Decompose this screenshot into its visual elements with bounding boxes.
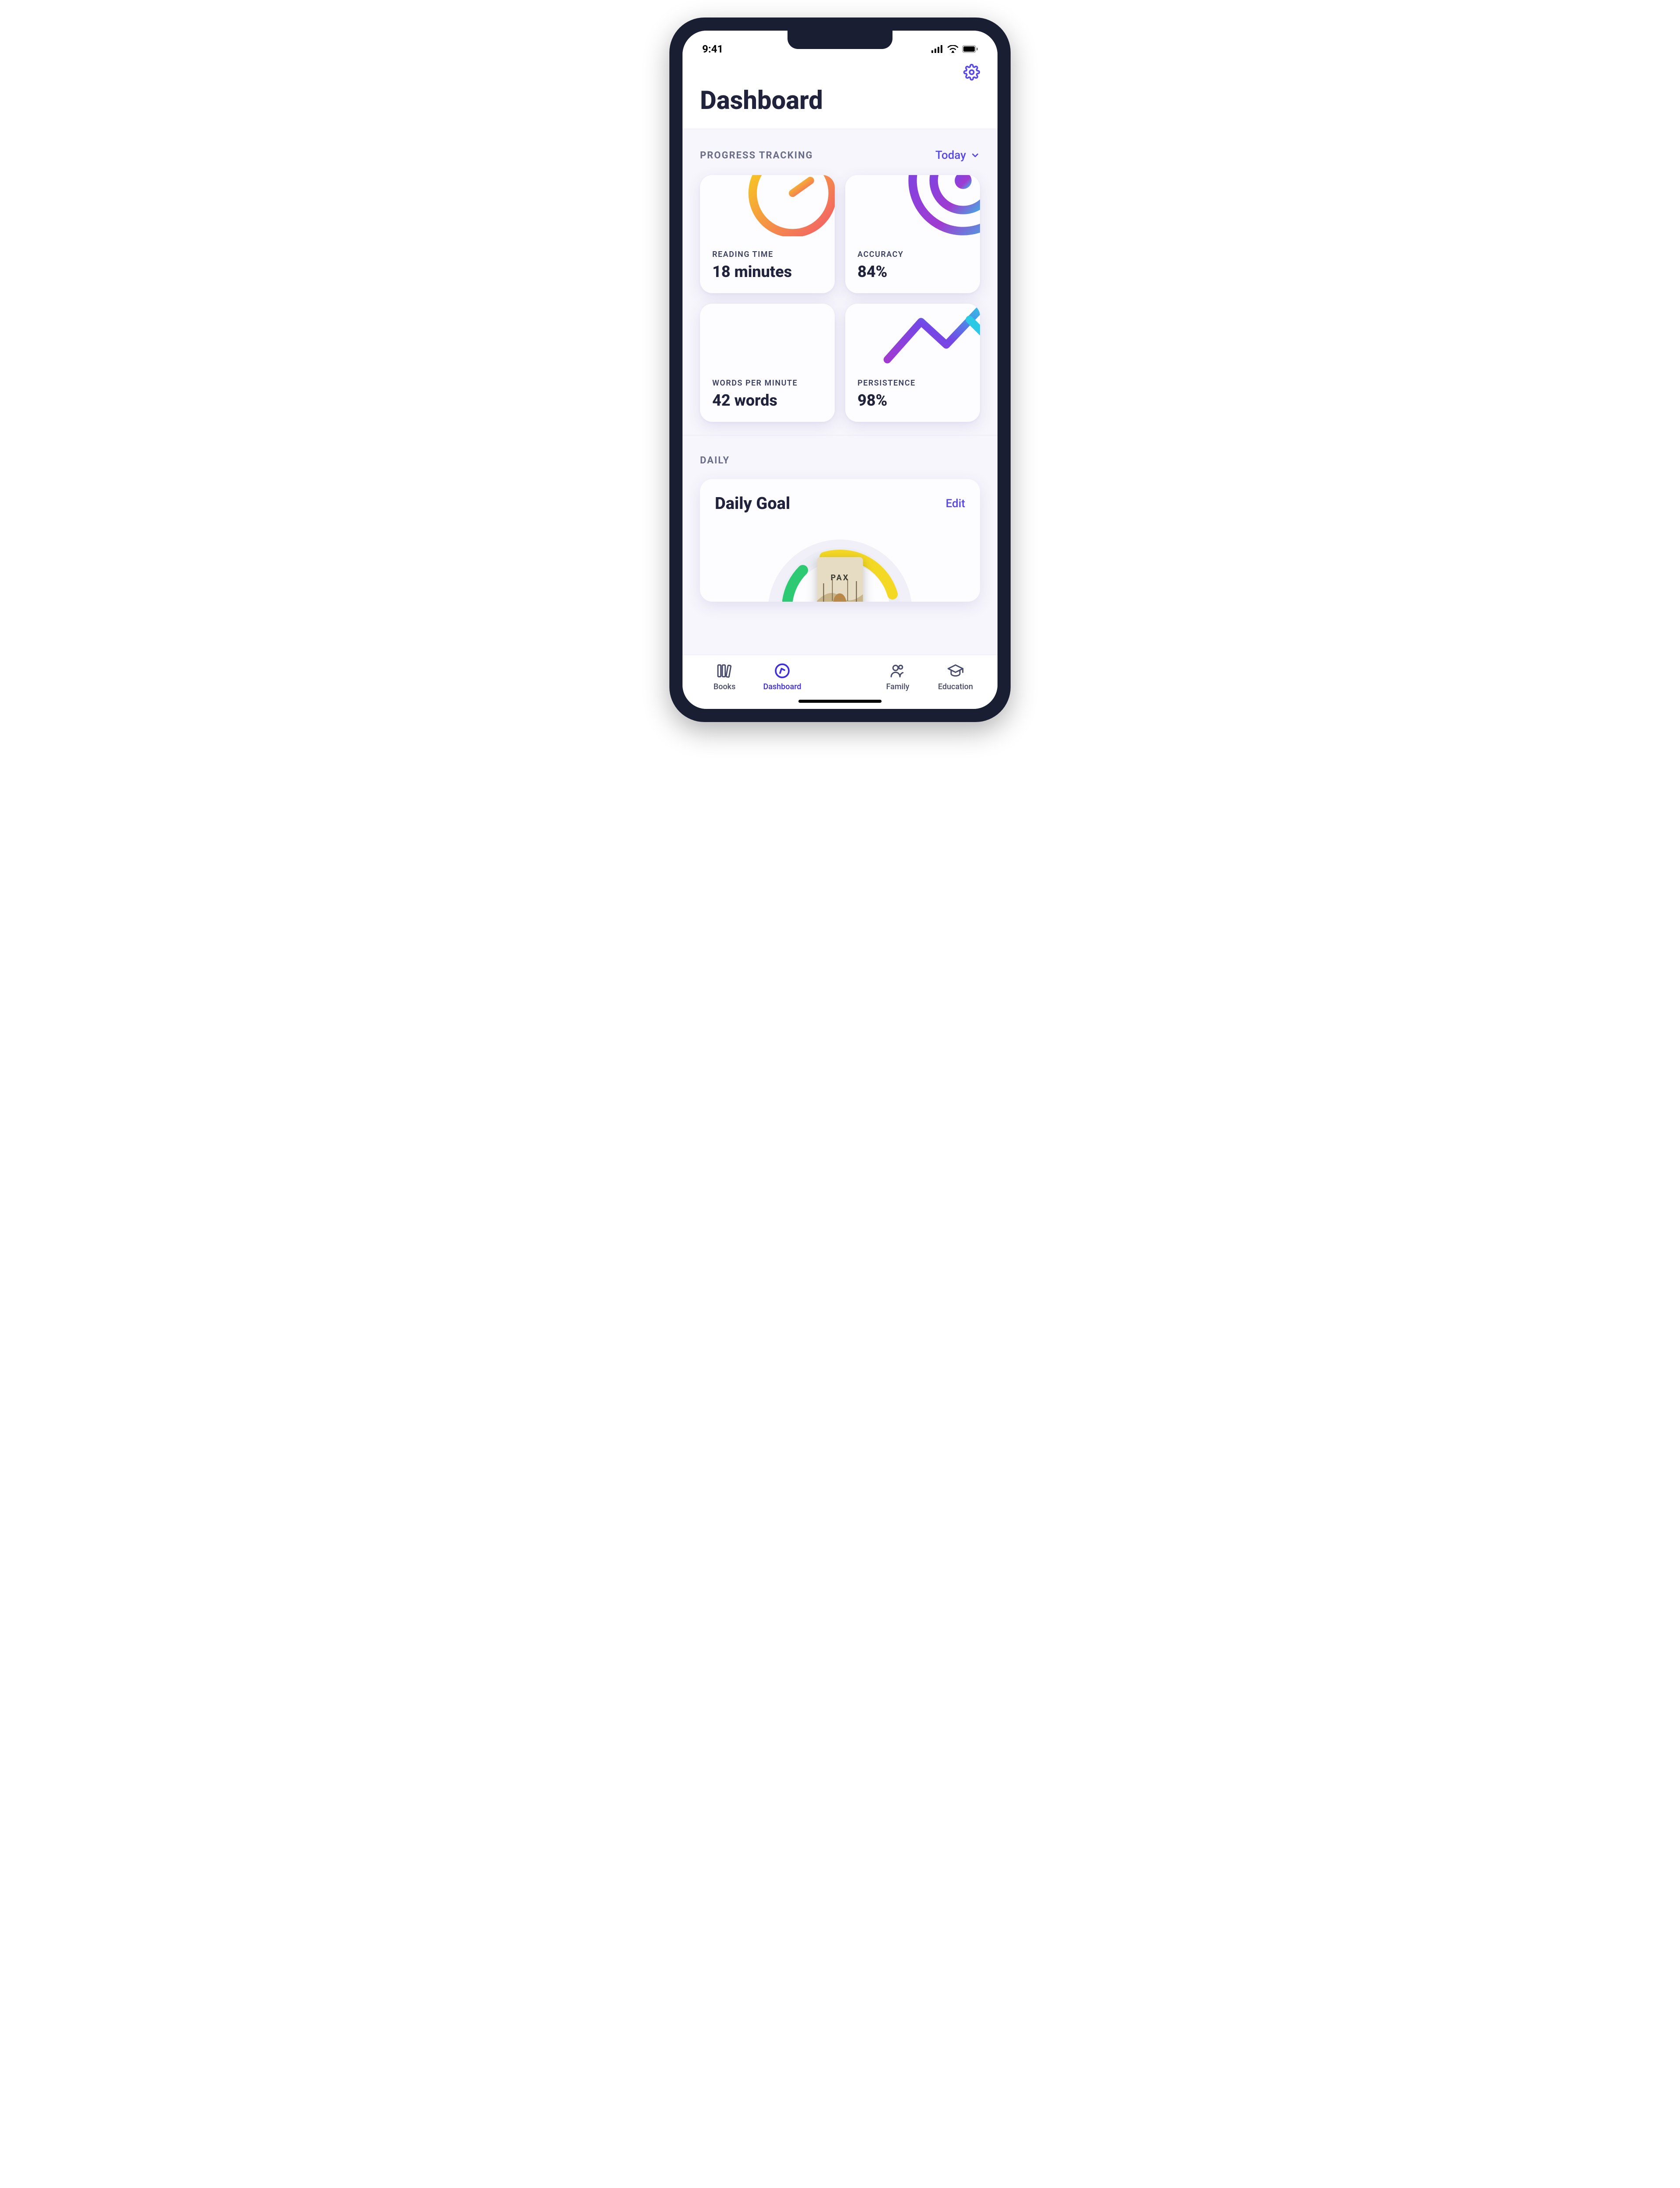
page-title: Dashboard	[700, 86, 980, 116]
nav-center-book[interactable]	[814, 662, 866, 691]
daily-goal-title: Daily Goal	[715, 494, 790, 513]
stat-value: 42 words	[712, 391, 822, 410]
daily-section-label: Daily	[700, 455, 730, 466]
stat-card-persistence[interactable]: Persistence 98%	[845, 304, 980, 422]
signal-icon	[931, 45, 944, 53]
nav-books[interactable]: Books	[698, 662, 751, 691]
stat-label: Accuracy	[858, 250, 968, 259]
settings-button[interactable]	[963, 64, 980, 82]
book-title: PAX	[831, 573, 850, 582]
daily-goal-card: Daily Goal Edit	[700, 479, 980, 602]
compass-icon	[774, 662, 791, 680]
page-header: Dashboard	[682, 60, 998, 129]
stat-card-accuracy[interactable]: Accuracy 84%	[845, 175, 980, 293]
trend-line-icon	[845, 304, 980, 365]
nav-dashboard[interactable]: Dashboard	[756, 662, 808, 691]
phone-screen: 9:41 Dashboard Progress Tracking	[682, 31, 998, 709]
stat-label: Persistence	[858, 379, 968, 388]
books-icon	[716, 662, 733, 680]
stat-value: 98%	[858, 391, 968, 410]
family-icon	[889, 662, 906, 680]
stat-cards-grid: Reading Time 18 minutes	[700, 175, 980, 422]
status-icons	[931, 45, 978, 53]
stat-card-wpm[interactable]: Words Per Minute 42 words	[700, 304, 835, 422]
status-time: 9:41	[702, 43, 723, 55]
education-icon	[947, 662, 964, 680]
content-scroll[interactable]: Progress Tracking Today	[682, 129, 998, 685]
stat-card-reading-time[interactable]: Reading Time 18 minutes	[700, 175, 835, 293]
home-indicator[interactable]	[798, 700, 882, 703]
goal-gauge: PAX	[715, 524, 965, 602]
daily-section: Daily Daily Goal Edit	[682, 435, 998, 602]
battery-icon	[962, 45, 978, 53]
wifi-icon	[947, 45, 959, 53]
progress-section-label: Progress Tracking	[700, 150, 813, 161]
time-filter-label: Today	[935, 149, 966, 162]
daily-card-header: Daily Goal Edit	[715, 494, 965, 513]
nav-label: Books	[714, 682, 735, 691]
clock-icon	[700, 175, 835, 236]
stat-value: 18 minutes	[712, 263, 822, 281]
edit-goal-button[interactable]: Edit	[946, 497, 965, 510]
phone-frame: 9:41 Dashboard Progress Tracking	[669, 18, 1011, 722]
gear-icon	[963, 64, 980, 81]
nav-label: Education	[938, 682, 973, 691]
stat-label: Words Per Minute	[712, 379, 822, 388]
current-book-cover[interactable]: PAX	[817, 557, 863, 602]
stat-label: Reading Time	[712, 250, 822, 259]
target-icon	[845, 175, 980, 236]
progress-section: Progress Tracking Today	[682, 129, 998, 435]
time-filter-dropdown[interactable]: Today	[935, 149, 980, 162]
nav-label: Family	[886, 682, 910, 691]
progress-section-header: Progress Tracking Today	[700, 149, 980, 162]
speed-lines-icon	[700, 304, 835, 365]
nav-label: Dashboard	[763, 682, 801, 691]
chevron-down-icon	[970, 151, 980, 160]
nav-education[interactable]: Education	[929, 662, 982, 691]
phone-notch	[788, 31, 892, 49]
stat-value: 84%	[858, 263, 968, 281]
nav-family[interactable]: Family	[872, 662, 924, 691]
